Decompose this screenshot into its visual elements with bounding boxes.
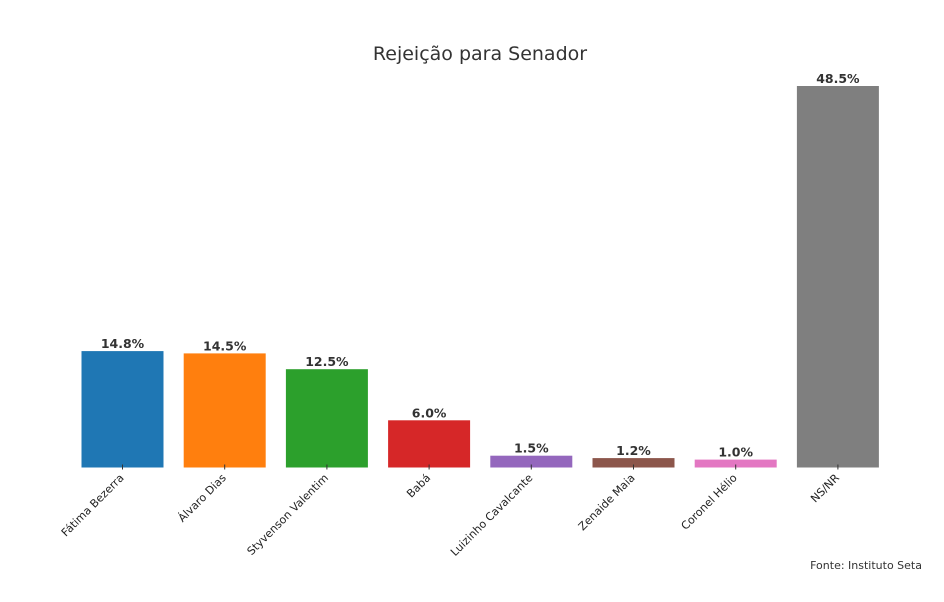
x-tick-label-alvaro-dias: Álvaro Dias <box>176 471 229 524</box>
x-tick-label-ns-nr: NS/NR <box>808 471 842 505</box>
x-tick-label-fatima-bezerra: Fátima Bezerra <box>59 471 127 539</box>
x-tick-label-baba: Babá <box>404 471 433 500</box>
bar-alvaro-dias <box>183 353 266 468</box>
bars-group <box>81 86 879 468</box>
bar-baba <box>388 420 471 468</box>
bar-styvenson-valentim <box>285 369 368 468</box>
x-tick-label-zenaide-maia: Zenaide Maia <box>576 471 638 533</box>
x-tick-labels-group: Fátima Bezerra Álvaro Dias Styvenson Valen… <box>59 471 842 559</box>
value-labels-group: 14.8% 14.5% 12.5% 6.0% 1.5% 1.2% 1.0% 48.5% <box>101 71 860 460</box>
value-label-zenaide-maia: 1.2% <box>616 443 651 458</box>
value-label-fatima-bezerra: 14.8% <box>101 336 145 351</box>
x-tick-label-styvenson-valentim: Styvenson Valentim <box>245 471 331 557</box>
value-label-coronel-helio: 1.0% <box>718 445 753 460</box>
x-tick-label-luizinho-cavalcante: Luizinho Cavalcante <box>448 471 536 559</box>
bar-ns-nr <box>796 86 879 468</box>
value-label-baba: 6.0% <box>412 405 447 420</box>
value-label-ns-nr: 48.5% <box>816 71 860 86</box>
source-note: Fonte: Instituto Seta <box>810 559 922 572</box>
x-ticks-group <box>122 464 839 470</box>
bar-zenaide-maia <box>592 458 675 468</box>
value-label-styvenson-valentim: 12.5% <box>305 354 349 369</box>
chart-title: Rejeição para Senador <box>373 43 587 65</box>
value-label-alvaro-dias: 14.5% <box>203 338 247 353</box>
bar-luizinho-cavalcante <box>490 455 573 468</box>
bar-fatima-bezerra <box>81 351 164 468</box>
x-tick-label-coronel-helio: Coronel Hélio <box>679 471 740 532</box>
value-label-luizinho-cavalcante: 1.5% <box>514 441 549 456</box>
bar-coronel-helio <box>694 459 777 468</box>
